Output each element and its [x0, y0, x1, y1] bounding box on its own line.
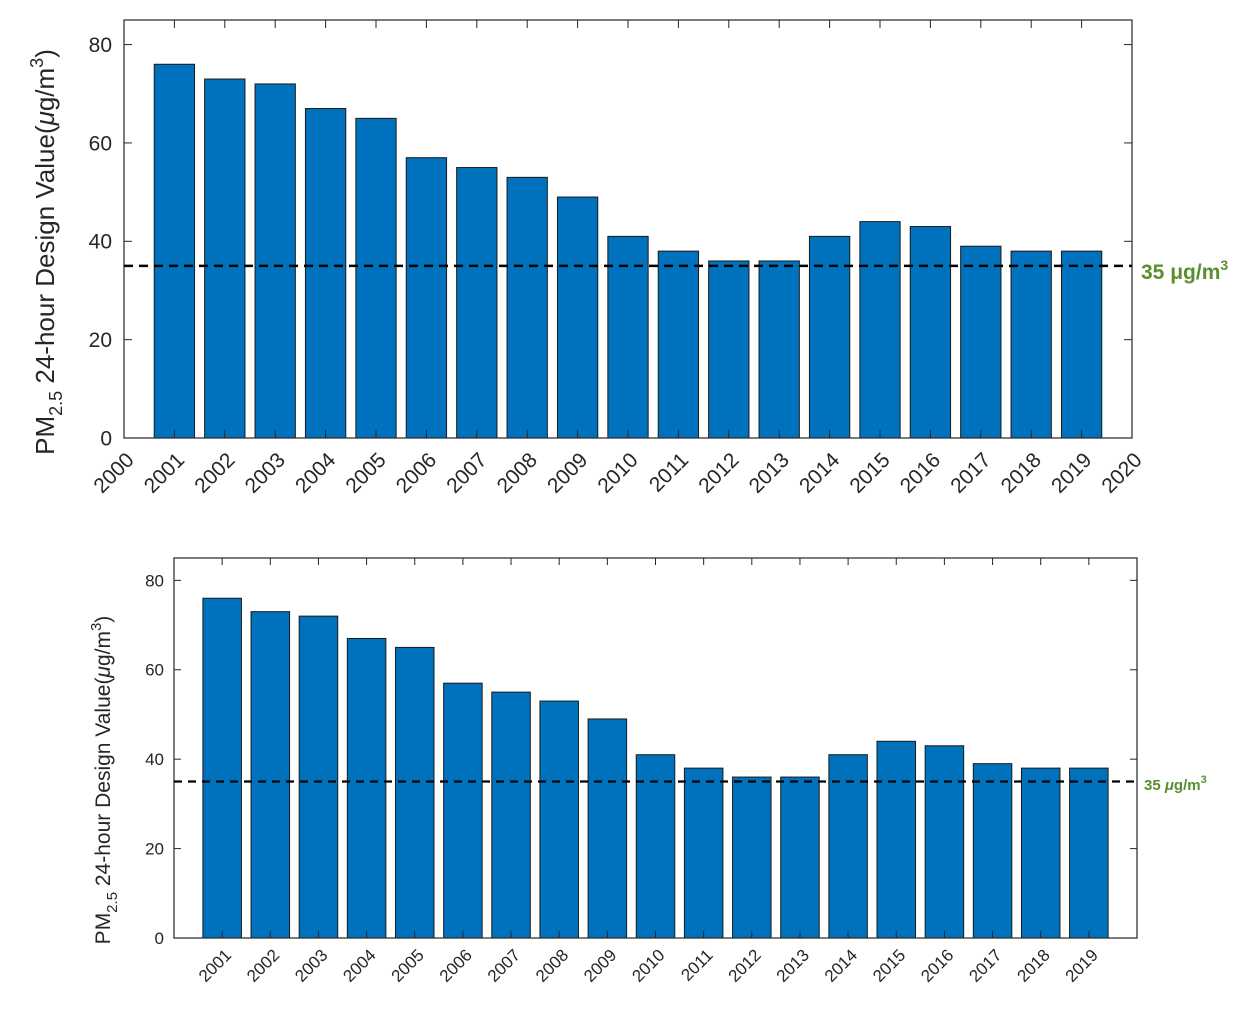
- bottom-x-tick-label: 2006: [436, 946, 476, 986]
- bottom-bar-2011: [683, 767, 724, 939]
- bottom-x-tick-label: 2003: [291, 946, 331, 986]
- top-bar-2013: [758, 260, 800, 439]
- top-bar-2016: [909, 226, 952, 439]
- top-bar-2007: [456, 167, 498, 439]
- bottom-bar-2016: [924, 745, 965, 939]
- top-y-tick-label: 20: [89, 329, 112, 352]
- top-y-tick-label: 40: [89, 231, 112, 254]
- top-x-tick-label: 2004: [291, 448, 341, 498]
- top-bar-2010: [607, 235, 649, 439]
- top-bar-2006: [405, 157, 448, 439]
- top-bar-2001: [153, 63, 196, 439]
- top-x-tick-label: 2012: [694, 448, 743, 497]
- top-bar-2015: [859, 221, 901, 439]
- bottom-chart-y-axis-label: PM2.5 24-hour Design Value(μg/m3): [88, 616, 121, 945]
- top-bar-2012: [708, 260, 750, 439]
- bottom-bar-2005: [394, 646, 435, 939]
- bottom-bar-2012: [732, 776, 772, 939]
- bottom-y-tick-label: 60: [145, 661, 164, 680]
- bottom-bar-2003: [298, 615, 339, 939]
- bottom-bar-2019: [1069, 767, 1109, 939]
- top-x-tick-label: 2011: [645, 448, 693, 496]
- bottom-bar-2009: [587, 718, 628, 939]
- bottom-bar-2007: [491, 691, 531, 939]
- bottom-bar-2001: [202, 597, 242, 939]
- bottom-x-tick-label: 2002: [243, 946, 283, 986]
- top-bar-2009: [556, 196, 599, 439]
- top-x-tick-label: 2002: [190, 448, 239, 497]
- bottom-y-tick-label: 20: [145, 840, 164, 859]
- bottom-bar-2004: [346, 637, 387, 939]
- top-y-tick-label: 0: [100, 427, 112, 450]
- top-x-tick-label: 2005: [341, 448, 390, 497]
- bottom-bar-2010: [635, 754, 676, 939]
- bottom-x-tick-label: 2004: [339, 946, 379, 986]
- top-bar-2005: [355, 117, 397, 439]
- top-bar-2008: [506, 176, 548, 439]
- bottom-x-tick-label: 2012: [725, 946, 765, 986]
- bottom-x-tick-label: 2018: [1014, 946, 1054, 986]
- bottom-x-tick-label: 2007: [484, 946, 524, 986]
- top-bar-2014: [808, 235, 851, 439]
- top-x-tick-label: 2020: [1097, 448, 1146, 497]
- top-x-tick-label: 2009: [543, 448, 592, 497]
- bottom-x-tick-label: 2011: [677, 946, 716, 985]
- top-y-tick-label: 60: [89, 132, 112, 155]
- bottom-chart-reference-label: 35 μg/m3: [1144, 774, 1207, 794]
- bottom-x-tick-label: 2019: [1062, 946, 1102, 986]
- top-x-tick-label: 2000: [89, 448, 138, 497]
- top-chart-y-axis-label: PM2.5 24-hour Design Value(μg/m3): [27, 49, 66, 455]
- top-bar-2018: [1010, 250, 1052, 439]
- top-bar-2002: [204, 78, 246, 439]
- bottom-x-tick-label: 2017: [965, 946, 1005, 986]
- top-x-tick-label: 2013: [745, 448, 794, 497]
- top-bar-2011: [657, 250, 700, 439]
- top-x-tick-label: 2015: [845, 448, 894, 497]
- top-x-tick-label: 2003: [241, 448, 290, 497]
- top-x-tick-label: 2014: [795, 448, 845, 498]
- top-x-tick-label: 2001: [140, 448, 189, 497]
- bottom-x-tick-label: 2010: [628, 946, 668, 986]
- top-x-tick-label: 2018: [997, 448, 1046, 497]
- bottom-bar-2014: [828, 754, 868, 939]
- top-bar-2017: [960, 245, 1002, 439]
- top-x-tick-label: 2017: [946, 448, 995, 497]
- bottom-bar-2013: [780, 776, 820, 939]
- bottom-bar-2017: [972, 763, 1013, 939]
- bottom-x-tick-label: 2009: [580, 946, 620, 986]
- bottom-bar-2008: [539, 700, 579, 939]
- bottom-x-tick-label: 2005: [388, 946, 428, 986]
- top-y-tick-label: 80: [89, 34, 112, 57]
- top-x-tick-label: 2007: [442, 448, 491, 497]
- bottom-x-tick-label: 2001: [195, 946, 235, 986]
- bottom-y-tick-label: 40: [145, 750, 164, 769]
- top-bar-2019: [1060, 250, 1103, 439]
- top-x-tick-label: 2016: [896, 448, 945, 497]
- bottom-x-tick-label: 2013: [773, 946, 813, 986]
- bottom-y-tick-label: 0: [155, 929, 164, 948]
- top-x-tick-label: 2008: [493, 448, 542, 497]
- bottom-x-tick-label: 2016: [917, 946, 957, 986]
- bottom-bar-2015: [876, 740, 917, 939]
- top-bar-2003: [254, 83, 296, 439]
- bottom-x-tick-label: 2008: [532, 946, 572, 986]
- bottom-y-tick-label: 80: [145, 571, 164, 590]
- bottom-x-tick-label: 2014: [821, 946, 861, 986]
- bottom-bar-2018: [1020, 767, 1061, 939]
- bottom-bar-2006: [443, 682, 483, 939]
- top-x-tick-label: 2019: [1047, 448, 1096, 497]
- top-chart-reference-label: 35 μg/m3: [1141, 257, 1228, 284]
- top-x-tick-label: 2006: [392, 448, 441, 497]
- bottom-x-tick-label: 2015: [869, 946, 909, 986]
- bottom-bar-2002: [250, 611, 291, 939]
- top-x-tick-label: 2010: [593, 448, 642, 497]
- top-bar-2004: [304, 108, 347, 439]
